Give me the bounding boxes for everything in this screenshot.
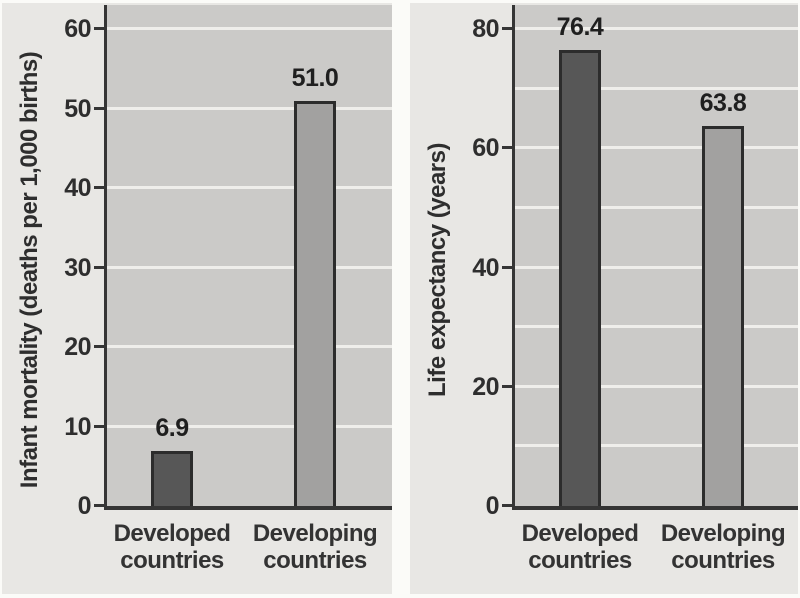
y-tick-mark-50: [94, 106, 104, 110]
y-tick-label-0: 0: [77, 492, 92, 520]
y-tick-mark-60: [502, 146, 512, 150]
gridline-60: [107, 27, 392, 30]
y-tick-label-10: 10: [64, 412, 91, 441]
y-tick-mark-0: [502, 504, 512, 507]
plot-area: 0 20 40 60 80 76.4 Developed countries 63.8 Devel…: [472, 5, 798, 574]
bar-developing-countries: [294, 101, 336, 506]
gridline-70: [515, 86, 798, 90]
y-tick-label-80: 80: [472, 15, 499, 43]
y-tick-mark-60: [94, 27, 104, 30]
y-tick-label-30: 30: [64, 253, 91, 282]
bar-developing-countries: [702, 126, 744, 506]
gridline-10: [515, 444, 798, 448]
y-tick-label-0: 0: [485, 492, 500, 520]
gridline-40: [107, 186, 392, 189]
gridline-20: [107, 345, 392, 348]
y-axis-title: Infant mortality (deaths per 1,000 birth…: [16, 51, 43, 489]
y-tick-label-20: 20: [64, 333, 91, 361]
value-label-developed-countries: 76.4: [556, 13, 604, 41]
gridline-30: [515, 325, 798, 329]
category-label-developing-countries: Developing countries: [660, 520, 786, 574]
y-axis-title: Life expectancy (years): [424, 143, 451, 397]
plot-area: 0 10 20 30 40 50 60 6.9 Developed countries 51.0 De…: [64, 5, 392, 574]
y-tick-mark-20: [502, 384, 512, 388]
life-expectancy-chart: Life expectancy (years) 0 20 40 60 80 76.4 Dev…: [410, 3, 798, 594]
y-tick-mark-30: [94, 265, 104, 269]
value-label-developed-countries: 6.9: [155, 414, 189, 442]
y-tick-label-40: 40: [472, 253, 499, 282]
category-label-developing-countries: Developing countries: [252, 520, 378, 574]
y-tick-label-60: 60: [472, 134, 499, 163]
gridline-50: [107, 106, 392, 110]
y-tick-mark-0: [94, 504, 104, 507]
y-tick-mark-20: [94, 345, 104, 348]
y-tick-label-40: 40: [64, 174, 91, 202]
bar-developed-countries: [559, 50, 601, 506]
category-label-developed-countries: Developed countries: [521, 520, 639, 574]
gridline-20: [515, 384, 798, 388]
bar-developed-countries: [151, 451, 193, 506]
gridline-50: [515, 205, 798, 209]
category-label-developed-countries: Developed countries: [113, 520, 231, 574]
y-tick-label-60: 60: [64, 15, 91, 43]
gridline-10: [107, 424, 392, 428]
infant-mortality-chart: Infant mortality (deaths per 1,000 birth…: [2, 3, 392, 594]
y-tick-mark-10: [94, 424, 104, 428]
y-tick-mark-80: [502, 27, 512, 30]
y-tick-label-50: 50: [64, 94, 91, 123]
y-tick-mark-40: [94, 186, 104, 189]
y-tick-mark-40: [502, 265, 512, 269]
y-tick-label-20: 20: [472, 372, 499, 401]
gridline-30: [107, 265, 392, 269]
gridline-80: [515, 27, 798, 30]
gridline-40: [515, 265, 798, 269]
value-label-developing-countries: 63.8: [699, 89, 747, 117]
value-label-developing-countries: 51.0: [291, 64, 339, 92]
gridline-60: [515, 146, 798, 150]
